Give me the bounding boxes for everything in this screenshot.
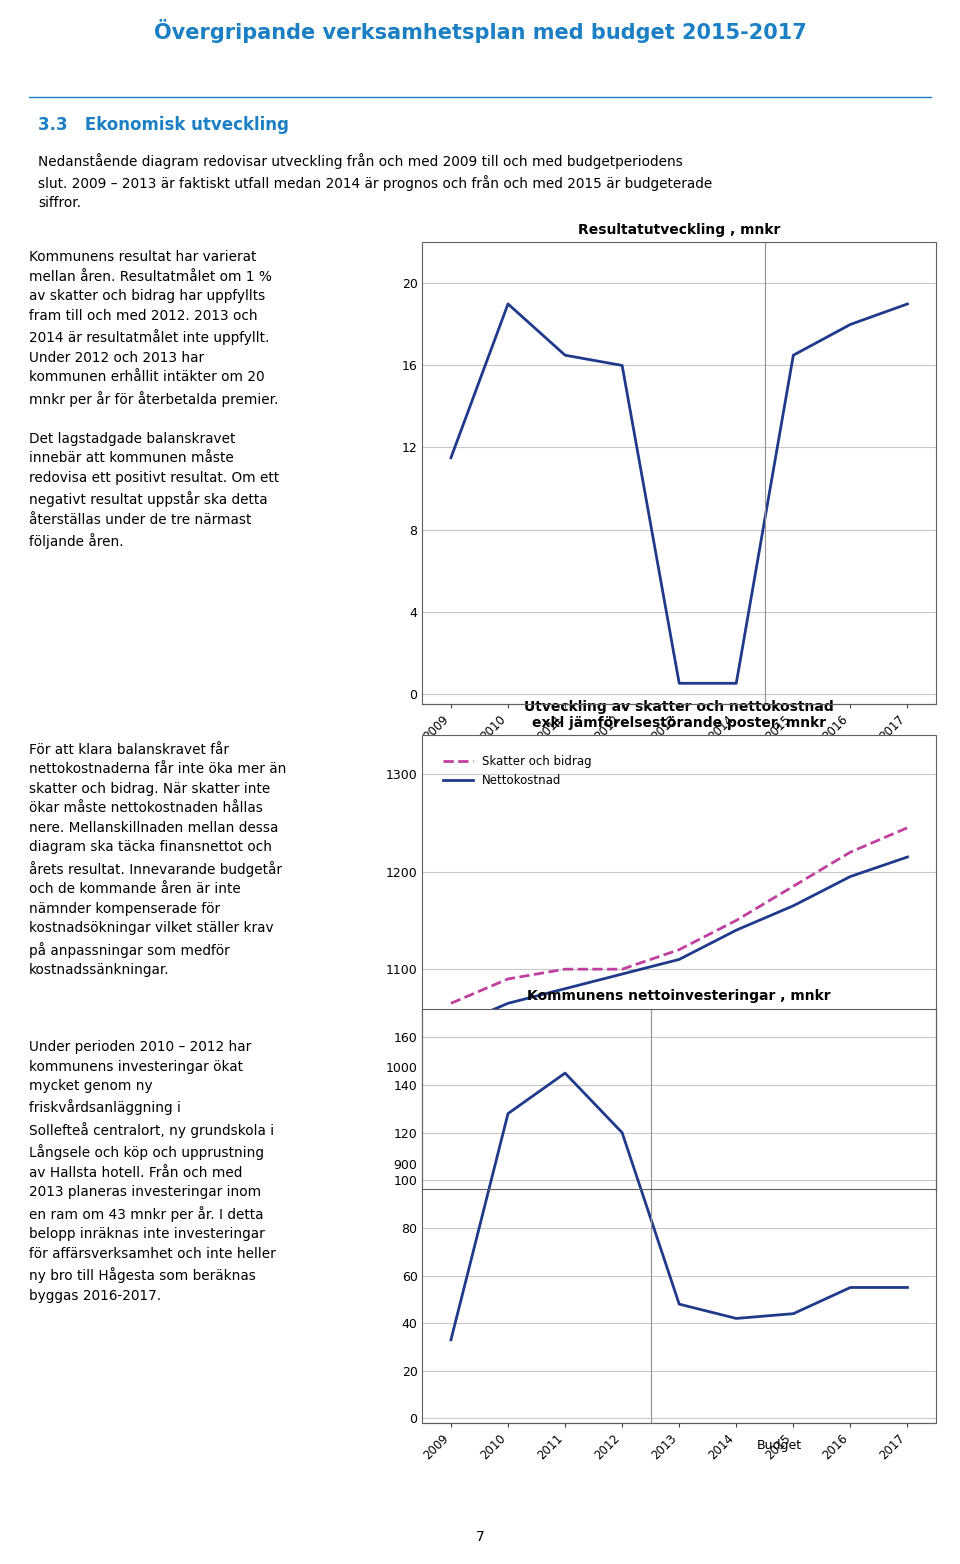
Legend: Skatter och bidrag, Nettokostnad: Skatter och bidrag, Nettokostnad (439, 751, 596, 791)
Title: Utveckling av skatter och nettokostnad
exkl jämförelsestörande poster, mnkr: Utveckling av skatter och nettokostnad e… (524, 699, 834, 730)
Text: Budget: Budget (813, 769, 858, 782)
Text: 3.3   Ekonomisk utveckling: 3.3 Ekonomisk utveckling (38, 116, 289, 135)
Text: Övergripande verksamhetsplan med budget 2015-2017: Övergripande verksamhetsplan med budget … (154, 19, 806, 42)
Text: Budget: Budget (756, 1439, 802, 1451)
Text: Under perioden 2010 – 2012 har
kommunens investeringar ökat
mycket genom ny
fris: Under perioden 2010 – 2012 har kommunens… (29, 1040, 276, 1303)
Text: Nedanstående diagram redovisar utveckling från och med 2009 till och med budgetp: Nedanstående diagram redovisar utvecklin… (38, 153, 712, 210)
Text: Kommunens resultat har varierat
mellan åren. Resultatmålet om 1 %
av skatter och: Kommunens resultat har varierat mellan å… (29, 250, 279, 549)
Title: Resultatutveckling , mnkr: Resultatutveckling , mnkr (578, 224, 780, 238)
Title: Kommunens nettoinvesteringar , mnkr: Kommunens nettoinvesteringar , mnkr (527, 990, 831, 1004)
Text: 7: 7 (475, 1530, 485, 1544)
Text: För att klara balanskravet får
nettokostnaderna får inte öka mer än
skatter och : För att klara balanskravet får nettokost… (29, 743, 286, 978)
